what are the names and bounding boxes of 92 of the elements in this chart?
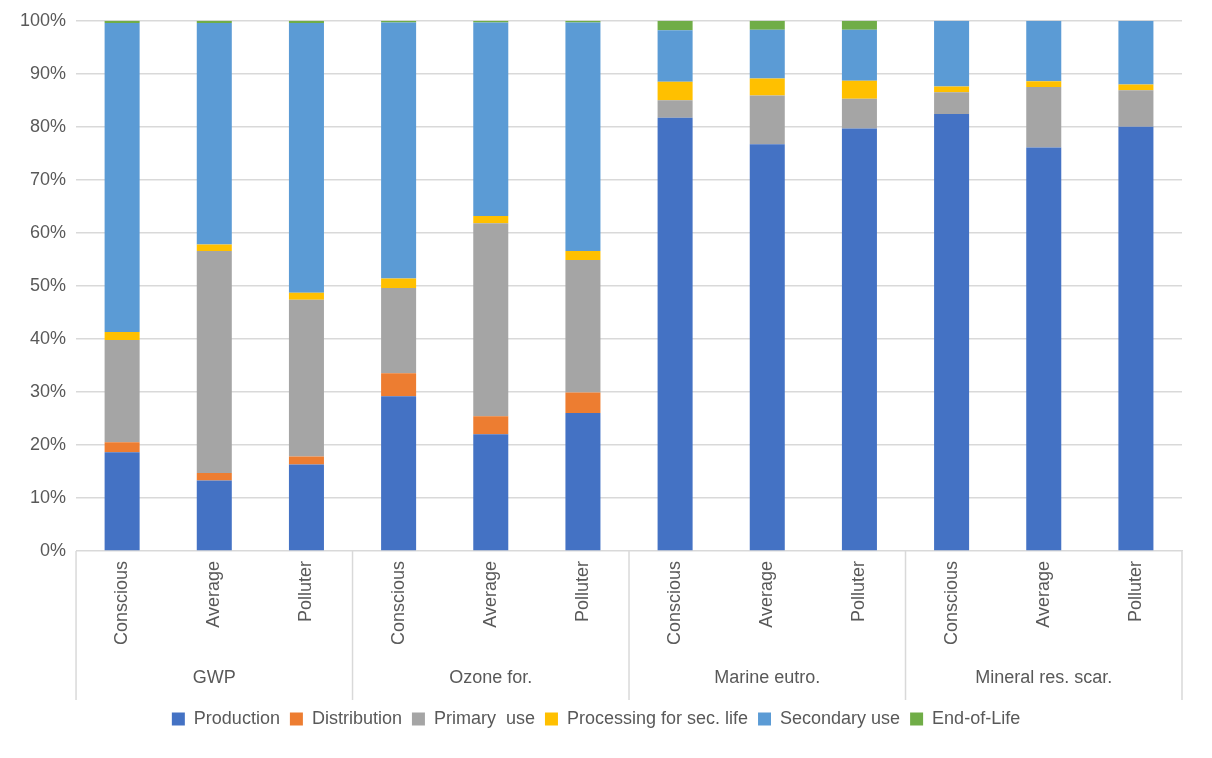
- x-tick-label: Average: [203, 560, 224, 628]
- bar: [749, 20, 785, 30]
- bar: [196, 480, 232, 551]
- bar: [1118, 90, 1154, 127]
- legend-label: Distribution: [311, 707, 402, 728]
- bar: [841, 29, 877, 81]
- bar: [104, 339, 140, 443]
- y-tick-label: 60%: [30, 221, 67, 242]
- bar: [196, 473, 232, 481]
- bar: [565, 392, 601, 414]
- y-tick-label: 10%: [30, 486, 67, 507]
- bar: [473, 416, 509, 435]
- x-tick-label: Average: [1032, 560, 1053, 628]
- bar: [749, 95, 785, 145]
- text: Mineral res. scar.: [975, 666, 1113, 687]
- bar: [196, 22, 232, 245]
- bar: [473, 215, 509, 224]
- bar: [104, 452, 140, 551]
- bar: [565, 413, 601, 551]
- bar: [381, 288, 417, 374]
- x-tick-label: Polluter: [571, 560, 592, 622]
- bar: [841, 20, 877, 30]
- bar: [1118, 84, 1154, 91]
- bar: [104, 20, 140, 23]
- bar: [381, 278, 417, 288]
- bar: [473, 434, 509, 551]
- bar: [1118, 126, 1154, 551]
- bar: [565, 250, 601, 260]
- bar: [1026, 20, 1062, 82]
- bar: [288, 292, 324, 300]
- x-tick-label: Conscious: [664, 560, 685, 646]
- bar: [657, 30, 693, 82]
- bar: [934, 20, 970, 87]
- text: Marine eutro.: [714, 666, 821, 687]
- x-tick-label: Average: [756, 560, 777, 628]
- bar: [288, 456, 324, 465]
- bar: [381, 22, 417, 279]
- bar: [288, 464, 324, 551]
- bar: [841, 128, 877, 551]
- x-tick-label: Average: [479, 560, 500, 628]
- y-tick-label: 40%: [30, 327, 67, 348]
- bar: [1026, 87, 1062, 148]
- bar: [196, 244, 232, 251]
- text: Ozone for.: [449, 666, 533, 687]
- y-tick-label: 80%: [30, 115, 67, 136]
- bar: [104, 22, 140, 332]
- x-tick-label: Polluter: [1124, 560, 1145, 622]
- y-tick-label: 0%: [40, 539, 67, 560]
- bar: [934, 92, 970, 115]
- bar: [473, 223, 509, 417]
- bar: [657, 81, 693, 101]
- x-tick-label: Conscious: [111, 560, 132, 646]
- legend-label: Processing for sec. life: [566, 707, 749, 728]
- bar: [749, 144, 785, 551]
- bar: [104, 332, 140, 340]
- bar: [565, 259, 601, 393]
- x-tick-label: Polluter: [848, 560, 869, 622]
- x-tick-label: Conscious: [940, 560, 961, 646]
- text: GWP: [192, 666, 236, 687]
- bar: [1118, 20, 1154, 85]
- bar: [1026, 81, 1062, 88]
- bar: [565, 22, 601, 251]
- bar: [657, 100, 693, 118]
- bar: [381, 396, 417, 551]
- bar: [288, 22, 324, 293]
- bar: [1026, 147, 1062, 551]
- legend-label: Production: [193, 707, 280, 728]
- x-tick-label: Polluter: [295, 560, 316, 622]
- y-tick-label: 90%: [30, 62, 67, 83]
- y-tick-label: 50%: [30, 274, 67, 295]
- bar: [749, 29, 785, 79]
- legend-label: Primary use: [433, 707, 535, 728]
- bar: [657, 20, 693, 31]
- legend-label: End-of-Life: [932, 707, 1021, 728]
- bar: [288, 299, 324, 457]
- bar: [749, 78, 785, 96]
- x-tick-label: Conscious: [387, 560, 408, 646]
- y-tick-label: 100%: [19, 9, 67, 30]
- bar: [841, 98, 877, 129]
- bar: [381, 373, 417, 397]
- y-tick-label: 30%: [30, 380, 67, 401]
- bar: [288, 20, 324, 23]
- bar: [934, 114, 970, 551]
- bar: [196, 20, 232, 23]
- bar: [657, 117, 693, 551]
- y-tick-label: 20%: [30, 433, 67, 454]
- bar: [473, 22, 509, 216]
- bar: [104, 442, 140, 453]
- y-tick-label: 70%: [30, 168, 67, 189]
- bar: [841, 80, 877, 99]
- bar: [196, 250, 232, 474]
- legend-label: Secondary use: [780, 707, 901, 728]
